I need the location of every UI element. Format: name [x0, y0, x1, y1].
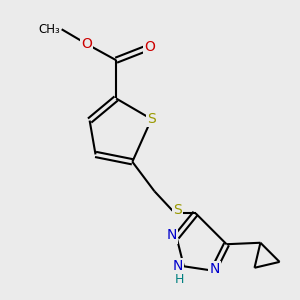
- Text: N: N: [210, 262, 220, 276]
- Text: N: N: [167, 228, 177, 242]
- Text: O: O: [145, 40, 155, 54]
- Text: O: O: [81, 37, 92, 51]
- Text: N: N: [173, 259, 183, 273]
- Text: CH₃: CH₃: [38, 23, 60, 36]
- Text: H: H: [175, 273, 184, 286]
- Text: S: S: [147, 112, 156, 126]
- Text: S: S: [174, 203, 182, 218]
